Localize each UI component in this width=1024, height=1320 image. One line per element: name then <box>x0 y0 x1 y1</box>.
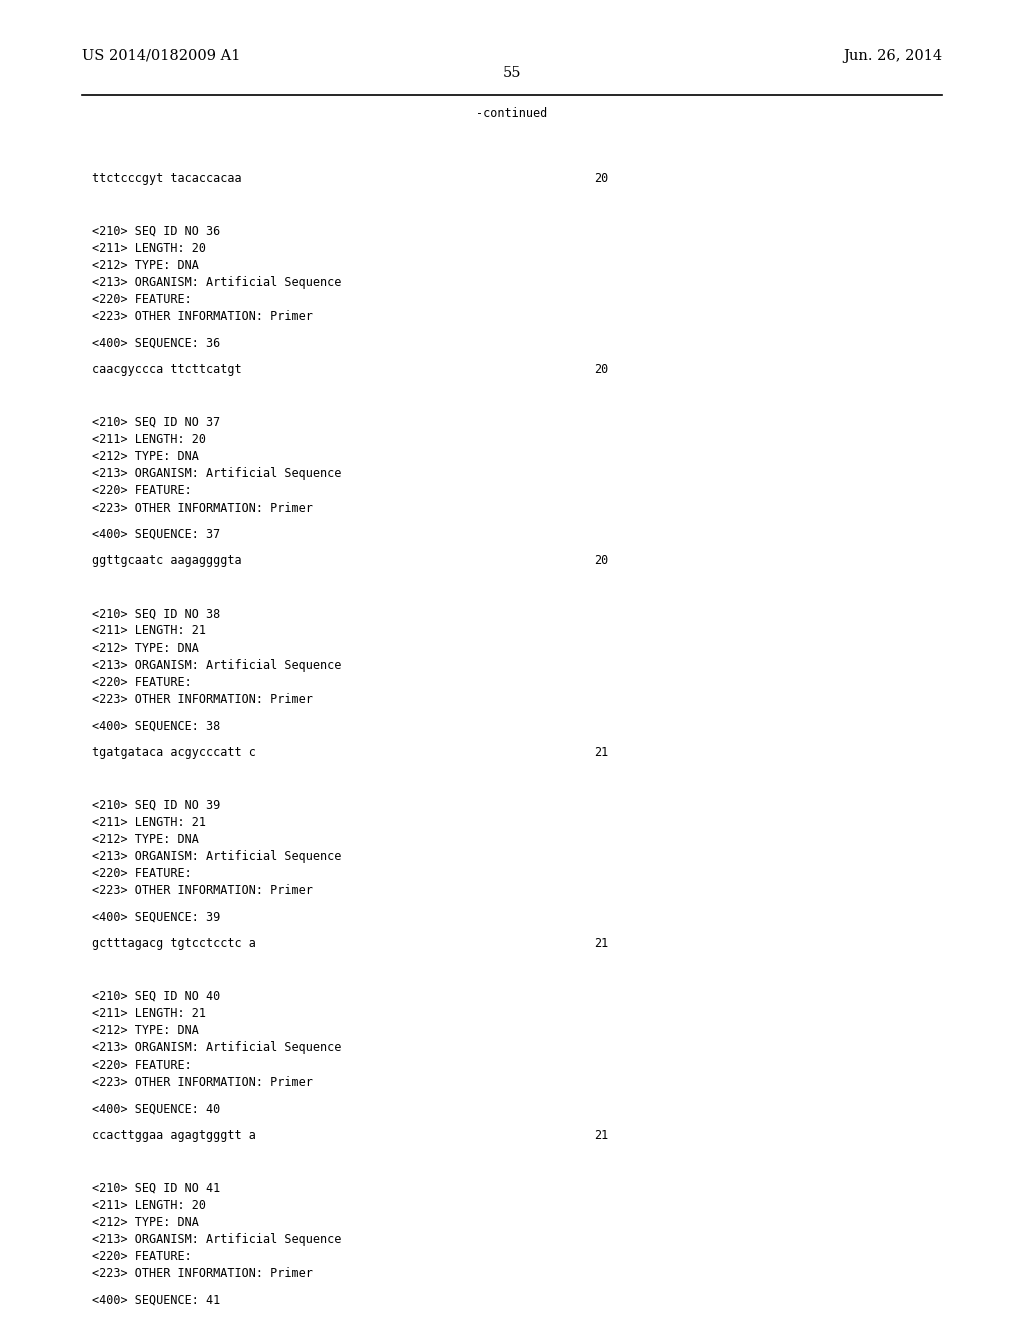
Text: <213> ORGANISM: Artificial Sequence: <213> ORGANISM: Artificial Sequence <box>92 850 342 863</box>
Text: -continued: -continued <box>476 107 548 120</box>
Text: <211> LENGTH: 21: <211> LENGTH: 21 <box>92 624 206 638</box>
Text: 21: 21 <box>594 746 608 759</box>
Text: <211> LENGTH: 20: <211> LENGTH: 20 <box>92 242 206 255</box>
Text: <213> ORGANISM: Artificial Sequence: <213> ORGANISM: Artificial Sequence <box>92 276 342 289</box>
Text: 20: 20 <box>594 554 608 568</box>
Text: 55: 55 <box>503 66 521 81</box>
Text: ttctcccgyt tacaccacaa: ttctcccgyt tacaccacaa <box>92 172 242 185</box>
Text: <212> TYPE: DNA: <212> TYPE: DNA <box>92 833 199 846</box>
Text: <223> OTHER INFORMATION: Primer: <223> OTHER INFORMATION: Primer <box>92 310 313 323</box>
Text: 21: 21 <box>594 1129 608 1142</box>
Text: <220> FEATURE:: <220> FEATURE: <box>92 484 191 498</box>
Text: <220> FEATURE:: <220> FEATURE: <box>92 1250 191 1263</box>
Text: caacgyccca ttcttcatgt: caacgyccca ttcttcatgt <box>92 363 242 376</box>
Text: <211> LENGTH: 21: <211> LENGTH: 21 <box>92 816 206 829</box>
Text: <220> FEATURE:: <220> FEATURE: <box>92 867 191 880</box>
Text: <210> SEQ ID NO 40: <210> SEQ ID NO 40 <box>92 990 220 1003</box>
Text: <400> SEQUENCE: 36: <400> SEQUENCE: 36 <box>92 337 220 350</box>
Text: <210> SEQ ID NO 41: <210> SEQ ID NO 41 <box>92 1181 220 1195</box>
Text: <220> FEATURE:: <220> FEATURE: <box>92 676 191 689</box>
Text: <400> SEQUENCE: 39: <400> SEQUENCE: 39 <box>92 911 220 924</box>
Text: <210> SEQ ID NO 39: <210> SEQ ID NO 39 <box>92 799 220 812</box>
Text: <211> LENGTH: 20: <211> LENGTH: 20 <box>92 433 206 446</box>
Text: <210> SEQ ID NO 38: <210> SEQ ID NO 38 <box>92 607 220 620</box>
Text: <220> FEATURE:: <220> FEATURE: <box>92 293 191 306</box>
Text: ccacttggaa agagtgggtt a: ccacttggaa agagtgggtt a <box>92 1129 256 1142</box>
Text: <210> SEQ ID NO 36: <210> SEQ ID NO 36 <box>92 224 220 238</box>
Text: <223> OTHER INFORMATION: Primer: <223> OTHER INFORMATION: Primer <box>92 1076 313 1089</box>
Text: tgatgataca acgycccatt c: tgatgataca acgycccatt c <box>92 746 256 759</box>
Text: <213> ORGANISM: Artificial Sequence: <213> ORGANISM: Artificial Sequence <box>92 1233 342 1246</box>
Text: <210> SEQ ID NO 37: <210> SEQ ID NO 37 <box>92 416 220 429</box>
Text: 21: 21 <box>594 937 608 950</box>
Text: <223> OTHER INFORMATION: Primer: <223> OTHER INFORMATION: Primer <box>92 693 313 706</box>
Text: US 2014/0182009 A1: US 2014/0182009 A1 <box>82 49 241 63</box>
Text: Jun. 26, 2014: Jun. 26, 2014 <box>843 49 942 63</box>
Text: <212> TYPE: DNA: <212> TYPE: DNA <box>92 642 199 655</box>
Text: 20: 20 <box>594 172 608 185</box>
Text: <223> OTHER INFORMATION: Primer: <223> OTHER INFORMATION: Primer <box>92 1267 313 1280</box>
Text: ggttgcaatc aagaggggta: ggttgcaatc aagaggggta <box>92 554 242 568</box>
Text: <220> FEATURE:: <220> FEATURE: <box>92 1059 191 1072</box>
Text: <211> LENGTH: 20: <211> LENGTH: 20 <box>92 1199 206 1212</box>
Text: <400> SEQUENCE: 37: <400> SEQUENCE: 37 <box>92 528 220 541</box>
Text: <223> OTHER INFORMATION: Primer: <223> OTHER INFORMATION: Primer <box>92 884 313 898</box>
Text: <213> ORGANISM: Artificial Sequence: <213> ORGANISM: Artificial Sequence <box>92 659 342 672</box>
Text: 20: 20 <box>594 363 608 376</box>
Text: <213> ORGANISM: Artificial Sequence: <213> ORGANISM: Artificial Sequence <box>92 467 342 480</box>
Text: <213> ORGANISM: Artificial Sequence: <213> ORGANISM: Artificial Sequence <box>92 1041 342 1055</box>
Text: <400> SEQUENCE: 38: <400> SEQUENCE: 38 <box>92 719 220 733</box>
Text: <212> TYPE: DNA: <212> TYPE: DNA <box>92 1216 199 1229</box>
Text: <211> LENGTH: 21: <211> LENGTH: 21 <box>92 1007 206 1020</box>
Text: <212> TYPE: DNA: <212> TYPE: DNA <box>92 1024 199 1038</box>
Text: <212> TYPE: DNA: <212> TYPE: DNA <box>92 450 199 463</box>
Text: <400> SEQUENCE: 40: <400> SEQUENCE: 40 <box>92 1102 220 1115</box>
Text: <212> TYPE: DNA: <212> TYPE: DNA <box>92 259 199 272</box>
Text: <223> OTHER INFORMATION: Primer: <223> OTHER INFORMATION: Primer <box>92 502 313 515</box>
Text: <400> SEQUENCE: 41: <400> SEQUENCE: 41 <box>92 1294 220 1307</box>
Text: gctttagacg tgtcctcctc a: gctttagacg tgtcctcctc a <box>92 937 256 950</box>
